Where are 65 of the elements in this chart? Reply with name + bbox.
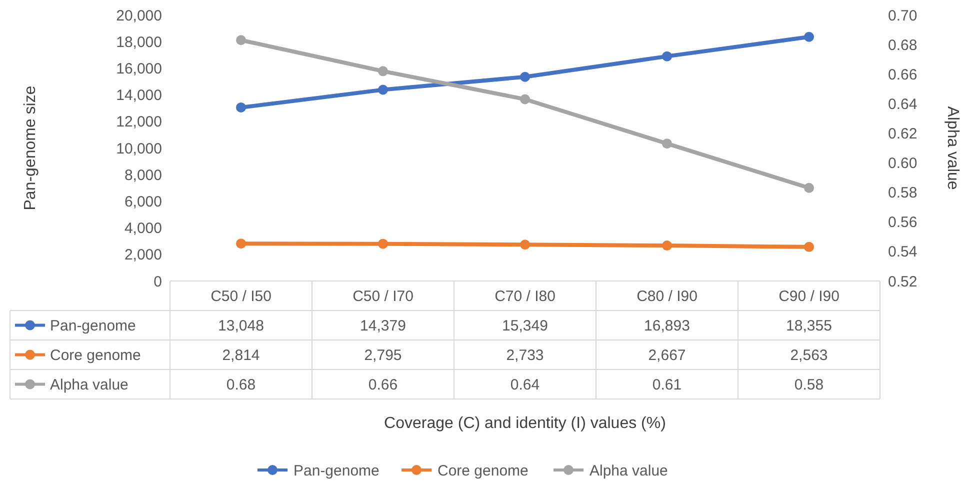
- point: [804, 242, 814, 252]
- x-tick-label: C90 / I90: [778, 288, 840, 305]
- y-tick-label: 2,000: [124, 246, 162, 264]
- data-label: 0.68: [226, 376, 256, 394]
- y-tick-label: 0: [154, 273, 162, 290]
- y-tick-label: 16,000: [116, 60, 162, 78]
- y-tick-label: 4,000: [124, 220, 162, 238]
- data-label: 0.58: [794, 376, 824, 394]
- text: Coverage (C) and identity (I) values (%): [384, 415, 666, 432]
- y2-axis-title: Alpha value: [944, 106, 961, 190]
- y2-tick-label: 0.66: [888, 66, 918, 84]
- data-label: 16,893: [644, 318, 690, 334]
- point: [236, 35, 246, 46]
- data-label: 2,814: [222, 347, 260, 364]
- data-label: 13,048: [218, 318, 264, 334]
- point: [520, 240, 530, 250]
- point: [662, 51, 672, 62]
- y2-tick-label: 0.62: [888, 125, 918, 142]
- point: [804, 32, 814, 42]
- y2-tick-label: 0.64: [888, 96, 918, 113]
- data-label: 2,667: [648, 347, 686, 364]
- point: [804, 182, 814, 193]
- y2-tick-label: 0.56: [888, 214, 918, 232]
- y-tick-label: 14,000: [116, 87, 162, 104]
- y2-tick-label: 0.52: [888, 273, 918, 290]
- data-label: 14,379: [360, 318, 406, 334]
- x-tick-label: C70 / I80: [494, 288, 556, 305]
- y2-tick-label: 0.58: [888, 184, 918, 202]
- point: [236, 102, 246, 112]
- data-label: 0.66: [368, 376, 398, 394]
- legend-label: Pan-genome: [50, 318, 136, 334]
- point: [378, 84, 388, 95]
- data-label: 0.64: [510, 376, 540, 394]
- x-tick-label: C50 / I50: [210, 288, 272, 305]
- legend-label: Alpha value: [50, 376, 128, 394]
- y2-tick-label: 0.54: [888, 244, 918, 261]
- x-tick-label: C80 / I90: [636, 288, 698, 305]
- point: [520, 94, 530, 104]
- data-label: 2,795: [364, 347, 402, 364]
- point: [236, 238, 246, 249]
- y-tick-label: 8,000: [124, 166, 162, 184]
- y-tick-label: 18,000: [116, 34, 162, 51]
- data-label: 18,355: [786, 318, 832, 334]
- text: Alpha value: [590, 462, 668, 480]
- x-tick-label: C50 / I70: [352, 288, 414, 305]
- data-label: 15,349: [502, 318, 548, 334]
- point: [520, 72, 530, 82]
- text: Core genome: [438, 462, 528, 480]
- y-tick-label: 10,000: [116, 140, 162, 158]
- legend-label: Core genome: [50, 347, 141, 364]
- data-label: 2,563: [790, 347, 828, 364]
- y2-tick-label: 0.60: [888, 155, 918, 172]
- point: [662, 138, 672, 149]
- point: [378, 66, 388, 76]
- data-label: 0.61: [652, 376, 682, 394]
- y-tick-label: 6,000: [124, 193, 162, 210]
- text: Pan-genome: [294, 462, 380, 480]
- y-tick-label: 20,000: [116, 7, 162, 24]
- point: [378, 238, 388, 249]
- y2-tick-label: 0.68: [888, 36, 918, 54]
- y-axis-title: Pan-genome size: [22, 86, 39, 210]
- y2-tick-label: 0.70: [888, 7, 918, 24]
- point: [662, 240, 672, 251]
- data-label: 2,733: [506, 347, 544, 364]
- y-tick-label: 12,000: [116, 114, 162, 131]
